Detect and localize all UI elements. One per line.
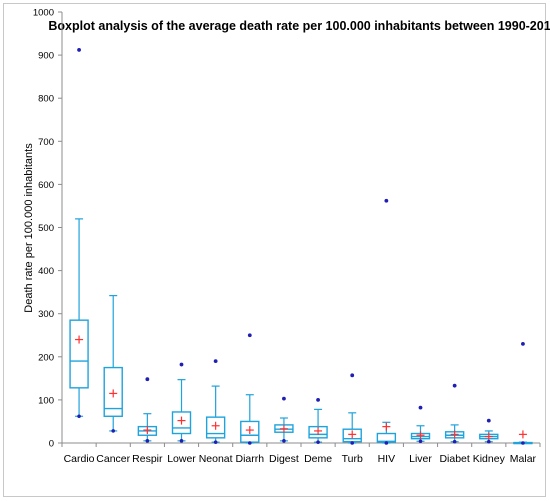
y-tick-label: 1000 [33,8,54,19]
outlier-point [282,396,286,401]
y-tick-label: 800 [38,94,54,105]
outlier-point [418,405,423,410]
outlier-point [486,418,491,423]
y-tick-label: 100 [38,395,54,406]
box-digest [274,396,294,443]
x-category-label: Lower [167,453,196,465]
x-category-label: Malar [510,453,537,465]
x-category-label: HIV [378,453,396,465]
chart-frame [3,3,546,497]
box-lower [171,362,192,443]
y-tick-label: 400 [38,266,54,277]
box-diabet [444,383,465,444]
min-point [316,440,320,444]
y-tick-label: 600 [38,180,54,191]
outlier-point [384,198,389,203]
box-deme [308,398,328,444]
min-point [384,441,389,445]
min-point [486,439,491,444]
box-respir [137,377,158,443]
box-neonat [205,359,226,444]
box-cardio [69,48,89,419]
outlier-point [316,398,320,402]
min-point [77,414,81,419]
outlier-point [179,362,184,367]
chart-title: Boxplot analysis of the average death ra… [48,19,550,33]
iqr-box [69,319,89,389]
min-point [418,439,423,444]
box-liver [410,405,431,444]
x-category-label: Deme [304,453,332,465]
boxes [69,48,533,445]
y-tick-label: 500 [38,223,54,234]
min-point [247,441,252,445]
min-point [179,439,184,443]
min-point [282,439,286,443]
outlier-point [77,48,81,52]
x-category-label: Liver [409,453,432,465]
min-point [521,441,525,445]
outlier-point [521,341,525,346]
box-malar [513,341,533,445]
outlier-point [213,359,218,364]
min-point [145,439,150,443]
x-category-label: Respir [132,453,163,465]
y-tick-label: 200 [38,352,54,363]
y-tick-label: 0 [49,439,54,450]
min-point [111,429,116,433]
outlier-point [247,333,252,338]
axes: 0 100 200 300 400 500 600 700 800 900 1000 Cardio Ca… [33,8,541,465]
box-hiv [376,198,397,445]
y-tick-label: 300 [38,309,54,320]
box-cancer [103,294,123,433]
box-kidney [479,418,499,444]
outlier-point [350,373,355,378]
y-tick-label: 900 [38,51,54,62]
x-category-label: Diarrh [235,453,264,465]
min-point [452,439,457,444]
outlier-point [452,383,457,388]
outlier-point [145,377,150,382]
box-diarrh [240,333,260,445]
box-turb [342,373,362,445]
y-tick-label: 700 [38,137,54,148]
x-category-label: Neonat [199,453,233,465]
x-category-label: Kidney [473,453,506,465]
x-category-label: Turb [342,453,363,465]
x-category-label: Diabet [439,453,469,465]
y-axis-label: Death rate per 100.000 inhabitants [23,143,35,313]
x-category-label: Cancer [96,453,130,465]
min-point [350,441,355,445]
x-category-label: Cardio [64,453,95,465]
min-point [213,440,218,444]
x-category-label: Digest [269,453,299,465]
